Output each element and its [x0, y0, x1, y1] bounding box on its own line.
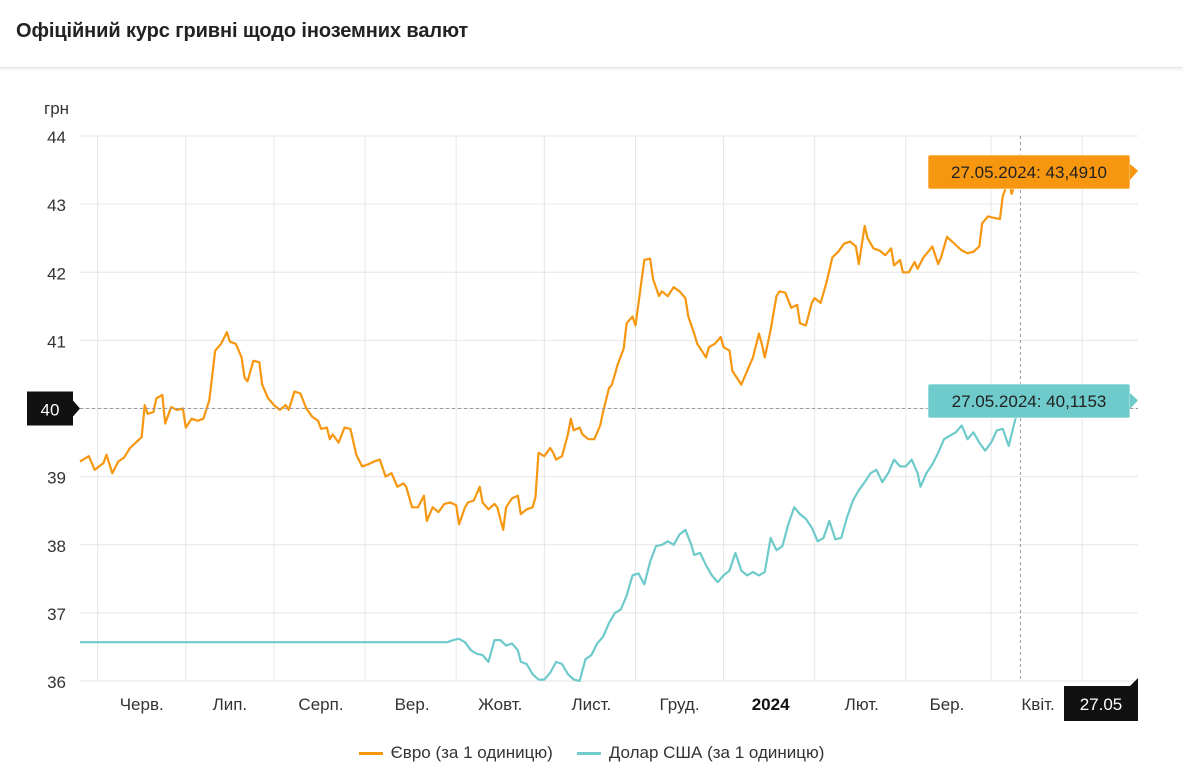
chart-header: Офіційний курс гривні щодо іноземних вал…: [0, 0, 1183, 68]
x-tick-label: 2024: [752, 695, 790, 714]
y-tick-label: 38: [47, 537, 66, 556]
tooltip-usd-label: 27.05.2024: 40,1153: [952, 392, 1107, 411]
legend-swatch-euro: [358, 751, 383, 755]
series-end-point: [1017, 167, 1024, 174]
y-tick-label: 36: [47, 673, 66, 692]
x-tick-label: Жовт.: [478, 695, 522, 714]
y-tick-label: 44: [47, 128, 66, 147]
y-tick-label: 37: [47, 605, 66, 624]
y-axis-title: грн: [44, 99, 69, 118]
series-line-euro: [79, 170, 1022, 531]
crosshair-y-label-pointer: [73, 400, 80, 417]
crosshair-x-label: 27.05: [1080, 695, 1123, 714]
legend-label-euro: Євро (за 1 одиницю): [390, 743, 553, 762]
legend-label-usd: Долар США (за 1 одиницю): [608, 743, 825, 762]
x-tick-label: Бер.: [930, 695, 965, 714]
x-tick-label: Лют.: [845, 695, 879, 714]
x-tick-label: Вер.: [395, 695, 430, 714]
crosshair-x-label-bg: [1064, 686, 1138, 721]
crosshair-y-label-bg: [27, 391, 73, 426]
page-title: Офіційний курс гривні щодо іноземних вал…: [16, 20, 469, 42]
x-tick-label: Черв.: [120, 695, 164, 714]
x-tick-label: Квіт.: [1021, 695, 1054, 714]
crosshair-x-label-pointer: [1130, 678, 1138, 686]
exchange-rate-chart[interactable]: 36 37 38 39 41 42 43 44 грн Черв. Лип. Серп. Вер. Жов…: [0, 68, 1183, 738]
tooltip-usd-pointer: [1130, 393, 1138, 409]
series-end-point: [1017, 397, 1024, 404]
crosshair-y-label: 40: [41, 401, 60, 420]
y-tick-label: 42: [47, 264, 66, 283]
tooltip-euro-pointer: [1130, 164, 1138, 180]
x-tick-label: Серп.: [298, 695, 343, 714]
x-tick-label: Груд.: [659, 695, 699, 714]
chart-legend: Євро (за 1 одиницю) Долар США (за 1 один…: [0, 738, 1183, 768]
y-tick-label: 43: [47, 196, 66, 215]
x-tick-label: Лип.: [213, 695, 248, 714]
legend-item-usd[interactable]: Долар США (за 1 одиницю): [576, 743, 825, 763]
y-tick-label: 39: [47, 469, 66, 488]
legend-swatch-usd: [576, 751, 601, 755]
tooltip-euro-label: 27.05.2024: 43,4910: [951, 163, 1107, 182]
y-tick-label: 41: [47, 332, 66, 351]
legend-item-euro[interactable]: Євро (за 1 одиницю): [358, 743, 553, 763]
series-line-usd: [80, 400, 1022, 683]
x-tick-label: Лист.: [571, 695, 611, 714]
